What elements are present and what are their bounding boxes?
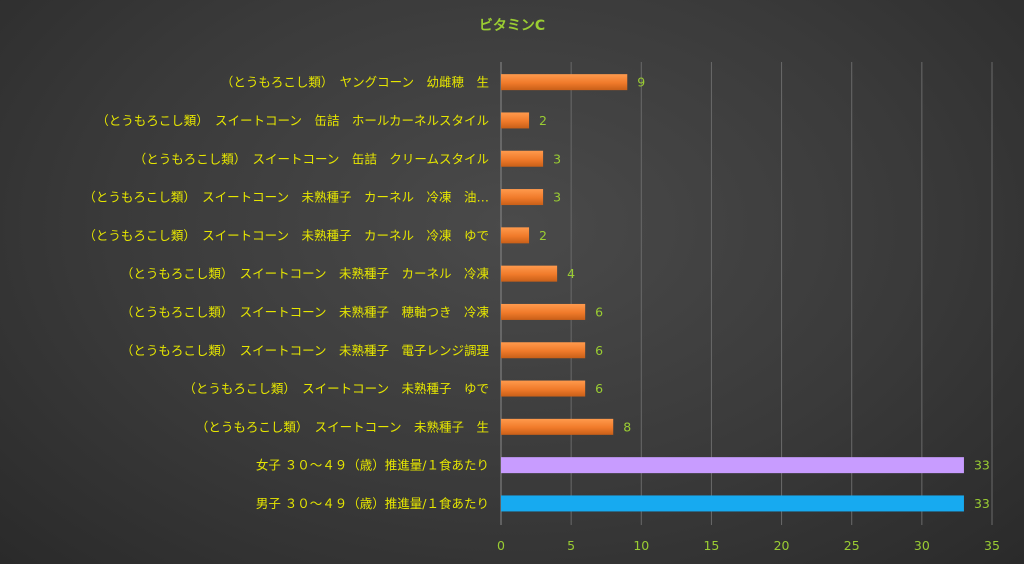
bar — [501, 112, 530, 129]
category-label: （とうもろこし類） ヤングコーン 幼雌穂 生 — [221, 75, 489, 90]
x-tick-label: 25 — [844, 538, 860, 553]
x-tick-label: 5 — [567, 538, 575, 553]
chart-title: ビタミンC — [479, 18, 545, 34]
category-label: （とうもろこし類） スイートコーン 未熟種子 カーネル 冷凍 油… — [83, 190, 489, 205]
data-label: 2 — [539, 228, 547, 243]
data-label: 3 — [553, 151, 561, 166]
category-labels: （とうもろこし類） ヤングコーン 幼雌穂 生 （とうもろこし類） スイートコーン … — [83, 75, 489, 511]
category-label: （とうもろこし類） スイートコーン 缶詰 クリームスタイル — [134, 151, 489, 166]
bar — [501, 418, 614, 435]
bar — [501, 457, 964, 474]
x-tick-label: 10 — [633, 538, 649, 553]
x-axis-tick-labels: 0 5 10 15 20 25 30 35 — [497, 538, 1000, 553]
bar — [501, 342, 586, 359]
x-tick-label: 15 — [703, 538, 719, 553]
x-tick-label: 35 — [984, 538, 1000, 553]
data-label: 6 — [595, 343, 603, 358]
data-label: 4 — [567, 266, 575, 281]
x-tick-label: 30 — [914, 538, 930, 553]
category-label: （とうもろこし類） スイートコーン 未熟種子 穂軸つき 冷凍 — [121, 304, 490, 319]
category-label: 女子 ３０～４９（歳）推進量/１食あたり — [256, 458, 489, 473]
category-label: （とうもろこし類） スイートコーン 未熟種子 カーネル 冷凍 — [121, 266, 490, 281]
data-label: 6 — [595, 381, 603, 396]
bar — [501, 495, 964, 512]
bar — [501, 380, 586, 397]
category-label: （とうもろこし類） スイートコーン 未熟種子 ゆで — [183, 381, 489, 396]
bar — [501, 227, 530, 244]
category-label: （とうもろこし類） スイートコーン 未熟種子 電子レンジ調理 — [121, 343, 490, 358]
data-label: 6 — [595, 304, 603, 319]
data-label: 3 — [553, 190, 561, 205]
x-tick-label: 0 — [497, 538, 505, 553]
data-label: 33 — [974, 496, 990, 511]
bar — [501, 303, 586, 320]
category-label: （とうもろこし類） スイートコーン 未熟種子 カーネル 冷凍 ゆで — [83, 228, 489, 243]
category-label: （とうもろこし類） スイートコーン 未熟種子 生 — [196, 419, 489, 434]
bar — [501, 265, 558, 282]
category-label: 男子 ３０～４９（歳）推進量/１食あたり — [256, 496, 489, 511]
data-label: 9 — [637, 75, 645, 90]
category-label: （とうもろこし類） スイートコーン 缶詰 ホールカーネルスタイル — [96, 113, 489, 128]
data-label: 2 — [539, 113, 547, 128]
x-tick-label: 20 — [774, 538, 790, 553]
data-label: 33 — [974, 458, 990, 473]
bars-layer — [501, 74, 964, 512]
data-label: 8 — [623, 419, 631, 434]
grid-layer — [500, 62, 993, 525]
bar — [501, 189, 544, 206]
bar — [501, 74, 628, 91]
bar — [501, 150, 544, 167]
